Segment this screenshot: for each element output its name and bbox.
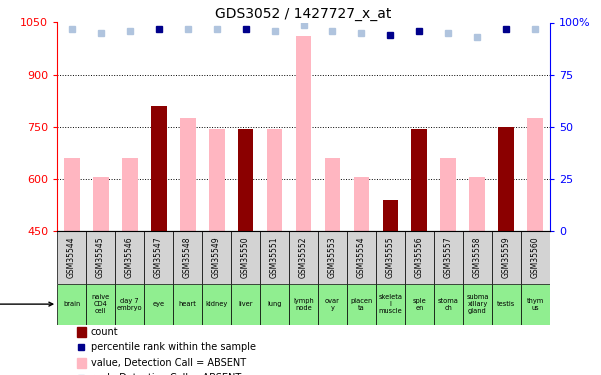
Text: GSM35555: GSM35555 — [386, 237, 395, 278]
Bar — [86, 284, 115, 325]
Bar — [347, 231, 376, 284]
Text: GSM35554: GSM35554 — [357, 237, 366, 278]
Text: naive
CD4
cell: naive CD4 cell — [91, 294, 110, 314]
Bar — [382, 200, 398, 231]
Text: sple
en: sple en — [413, 298, 426, 310]
Bar — [237, 129, 254, 231]
Title: GDS3052 / 1427727_x_at: GDS3052 / 1427727_x_at — [215, 8, 392, 21]
Text: GSM35558: GSM35558 — [473, 237, 482, 278]
Bar — [115, 231, 144, 284]
Bar — [57, 231, 86, 284]
Text: GSM35546: GSM35546 — [125, 237, 134, 278]
Text: GSM35549: GSM35549 — [212, 237, 221, 278]
Bar — [202, 231, 231, 284]
Text: lung: lung — [267, 301, 282, 307]
Text: GSM35559: GSM35559 — [502, 237, 511, 278]
Bar — [115, 284, 144, 325]
Bar — [441, 158, 456, 231]
Bar — [231, 284, 260, 325]
Bar — [405, 284, 434, 325]
Bar — [434, 231, 463, 284]
Bar — [521, 284, 550, 325]
Text: value, Detection Call = ABSENT: value, Detection Call = ABSENT — [91, 358, 246, 368]
Bar — [260, 284, 289, 325]
Text: GSM35553: GSM35553 — [328, 237, 337, 278]
Bar — [57, 284, 86, 325]
Bar — [289, 231, 318, 284]
Text: day 7
embryо: day 7 embryо — [117, 298, 142, 310]
Bar — [498, 127, 514, 231]
Text: GSM35560: GSM35560 — [531, 237, 540, 278]
Text: GSM35557: GSM35557 — [444, 237, 453, 278]
Bar — [376, 284, 405, 325]
Text: GSM35556: GSM35556 — [415, 237, 424, 278]
Bar — [318, 284, 347, 325]
Bar — [144, 284, 173, 325]
Text: heart: heart — [178, 301, 197, 307]
Bar — [173, 231, 202, 284]
Bar — [289, 284, 318, 325]
Text: skeleta
l
muscle: skeleta l muscle — [379, 294, 403, 314]
Bar — [77, 358, 86, 368]
Bar — [202, 284, 231, 325]
Text: tissue: tissue — [0, 299, 53, 309]
Bar — [180, 118, 195, 231]
Bar — [492, 231, 521, 284]
Text: GSM35544: GSM35544 — [67, 237, 76, 278]
Text: GSM35550: GSM35550 — [241, 237, 250, 278]
Bar — [151, 106, 166, 231]
Bar — [144, 231, 173, 284]
Text: stoma
ch: stoma ch — [438, 298, 459, 310]
Text: GSM35547: GSM35547 — [154, 237, 163, 278]
Text: eye: eye — [153, 301, 165, 307]
Text: brain: brain — [63, 301, 80, 307]
Bar — [231, 231, 260, 284]
Bar — [209, 129, 225, 231]
Bar — [93, 177, 109, 231]
Bar — [260, 231, 289, 284]
Text: count: count — [91, 327, 118, 337]
Bar — [296, 36, 311, 231]
Bar — [77, 327, 86, 337]
Text: GSM35545: GSM35545 — [96, 237, 105, 278]
Text: placen
ta: placen ta — [350, 298, 373, 310]
Bar — [121, 158, 138, 231]
Bar — [434, 284, 463, 325]
Bar — [463, 284, 492, 325]
Bar — [325, 158, 341, 231]
Bar — [267, 129, 282, 231]
Bar — [492, 284, 521, 325]
Bar — [412, 129, 427, 231]
Text: subma
xillary
gland: subma xillary gland — [466, 294, 489, 314]
Text: GSM35548: GSM35548 — [183, 237, 192, 278]
Bar — [64, 158, 79, 231]
Text: lymph
node: lymph node — [293, 298, 314, 310]
Bar — [528, 118, 543, 231]
Bar — [318, 231, 347, 284]
Bar — [463, 231, 492, 284]
Text: rank, Detection Call = ABSENT: rank, Detection Call = ABSENT — [91, 374, 241, 375]
Bar — [521, 231, 550, 284]
Bar — [347, 284, 376, 325]
Bar — [353, 177, 370, 231]
Text: kidney: kidney — [206, 301, 228, 307]
Text: testis: testis — [497, 301, 516, 307]
Text: liver: liver — [238, 301, 253, 307]
Text: thym
us: thym us — [527, 298, 544, 310]
Bar — [86, 231, 115, 284]
Text: GSM35552: GSM35552 — [299, 237, 308, 278]
Bar — [405, 231, 434, 284]
Text: GSM35551: GSM35551 — [270, 237, 279, 278]
Bar — [469, 177, 486, 231]
Text: ovar
y: ovar y — [325, 298, 340, 310]
Bar — [173, 284, 202, 325]
Text: percentile rank within the sample: percentile rank within the sample — [91, 342, 255, 352]
Bar — [376, 231, 405, 284]
